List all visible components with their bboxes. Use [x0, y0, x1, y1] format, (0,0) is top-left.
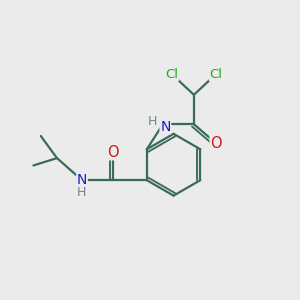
Text: O: O — [107, 145, 119, 160]
Text: O: O — [210, 136, 222, 151]
Text: H: H — [148, 116, 158, 128]
Text: H: H — [77, 186, 86, 199]
Text: N: N — [160, 120, 170, 134]
Text: Cl: Cl — [209, 68, 223, 81]
Text: Cl: Cl — [165, 68, 178, 81]
Text: N: N — [77, 173, 87, 187]
